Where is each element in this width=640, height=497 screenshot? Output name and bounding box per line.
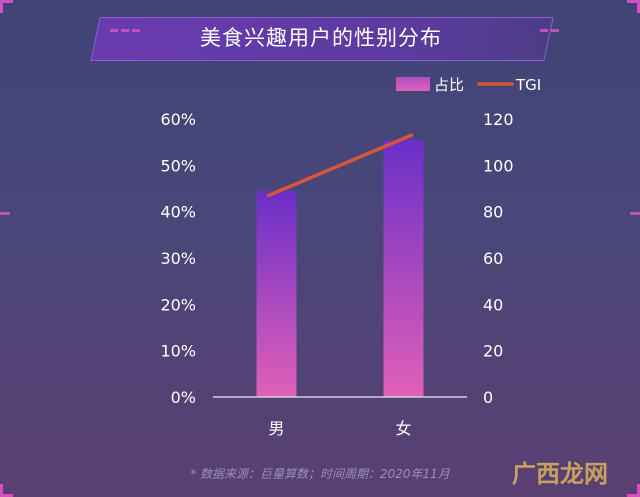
legend-label-line: TGI [515,76,541,94]
watermark-text: 广西龙网 [512,460,608,488]
category-label: 女 [395,419,411,438]
watermark-logo: 广西龙网 [512,460,608,488]
line-series [266,133,414,198]
left-tick-label: 40% [160,203,196,222]
frame-corner-top-left [0,0,13,13]
bar [256,190,297,397]
right-tick-label: 40 [483,295,503,314]
legend: 占比 TGI [396,76,541,94]
title-dashes-right [540,17,562,36]
title-dashes-left [110,17,143,36]
frame-corner-bottom-right [627,484,640,497]
x-axis-labels: 男女 [268,419,411,438]
category-label: 男 [268,419,284,438]
left-axis: 0% 10% 20% 30% 40% 50% 60% [160,110,196,407]
left-tick-label: 0% [171,388,196,407]
right-tick-label: 100 [483,156,514,175]
right-tick-label: 0 [483,388,493,407]
right-tick-label: 20 [483,342,503,361]
left-tick-label: 50% [160,156,196,175]
right-tick-label: 80 [483,203,503,222]
left-tick-label: 10% [160,342,196,361]
data-source-note: * 数据来源：巨量算数；时间周期：2020年11月 [190,467,450,481]
left-tick-label: 60% [160,110,196,129]
frame-corner-top-right [627,0,640,13]
frame-corner-bottom-left [0,484,13,497]
chart-title: 美食兴趣用户的性别分布 [200,26,442,50]
legend-label-bar: 占比 [434,76,464,94]
right-tick-label: 60 [483,249,503,268]
bar [383,139,424,397]
frame-dash-right [630,212,640,215]
legend-swatch-bar [396,77,430,91]
left-tick-label: 30% [160,249,196,268]
chart-svg: 0%10%20%30%40%50%60% 020406080100120 男女 … [160,76,541,438]
right-axis: 0 20 40 60 80 100 120 [483,110,514,407]
frame-dash-left [0,212,10,215]
bar-series [256,139,424,397]
left-tick-label: 20% [160,295,196,314]
tgi-line [266,133,414,198]
right-tick-label: 120 [483,110,514,129]
